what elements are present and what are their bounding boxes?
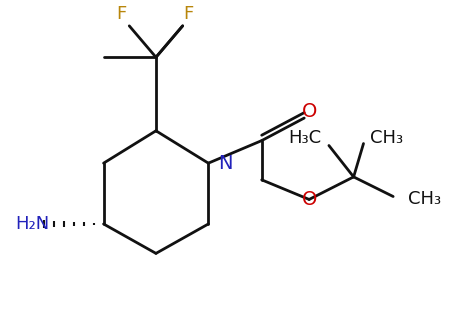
Text: H₃C: H₃C: [288, 129, 321, 147]
Text: F: F: [116, 5, 127, 23]
Text: N: N: [218, 154, 233, 173]
Text: CH₃: CH₃: [370, 129, 403, 147]
Text: H₂N: H₂N: [15, 215, 50, 233]
Text: CH₃: CH₃: [408, 191, 441, 209]
Text: O: O: [301, 190, 317, 209]
Text: O: O: [301, 102, 317, 121]
Text: F: F: [183, 5, 194, 23]
